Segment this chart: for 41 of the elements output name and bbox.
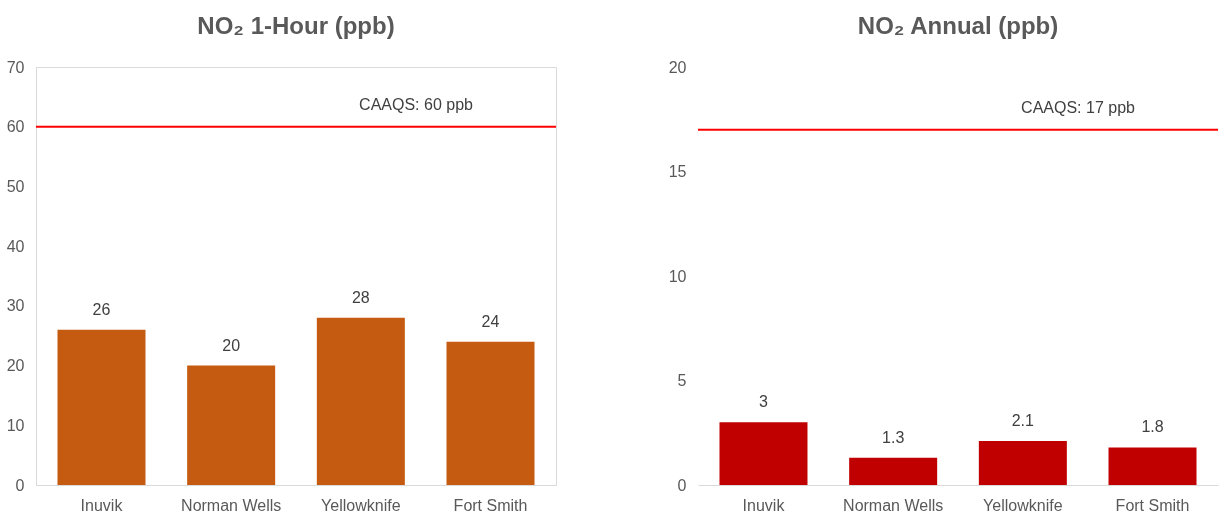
data-label: 24 xyxy=(481,312,500,330)
y-tick-label: 70 xyxy=(6,58,25,76)
ref-line-label: CAAQS: 17 ppb xyxy=(1021,98,1136,116)
x-tick-label: Inuvik xyxy=(80,496,124,514)
data-label: 1.3 xyxy=(882,428,905,446)
y-tick-label: 10 xyxy=(6,416,25,434)
y-tick-label: 15 xyxy=(668,163,687,180)
x-tick-label: Fort Smith xyxy=(453,496,528,514)
x-tick-label: Norman Wells xyxy=(843,496,944,514)
data-label: 20 xyxy=(222,336,241,354)
data-label: 1.8 xyxy=(1141,418,1164,436)
x-tick-label: Fort Smith xyxy=(1115,496,1190,514)
data-label: 3 xyxy=(759,393,769,411)
bar xyxy=(187,365,276,485)
data-label: 2.1 xyxy=(1011,412,1035,430)
bar xyxy=(978,441,1067,485)
ref-line-label: CAAQS: 60 ppb xyxy=(359,95,474,113)
bar xyxy=(446,341,535,485)
data-label: 28 xyxy=(351,288,370,306)
bar xyxy=(1108,447,1197,485)
y-tick-label: 50 xyxy=(6,177,25,195)
y-tick-label: 20 xyxy=(668,58,687,76)
y-tick-label: 0 xyxy=(15,476,25,494)
chart-title: NO₂ 1-Hour (ppb) xyxy=(197,12,395,39)
y-tick-label: 20 xyxy=(6,357,25,375)
y-tick-label: 10 xyxy=(668,267,687,285)
x-tick-label: Inuvik xyxy=(742,496,786,514)
bar xyxy=(849,457,938,485)
chart-title: NO₂ Annual (ppb) xyxy=(857,12,1059,39)
bar xyxy=(57,329,146,485)
data-label: 26 xyxy=(92,300,111,318)
y-tick-label: 40 xyxy=(6,237,25,255)
x-tick-label: Yellowknife xyxy=(321,496,401,514)
x-tick-label: Norman Wells xyxy=(181,496,282,514)
bar xyxy=(316,317,405,485)
y-tick-label: 5 xyxy=(677,372,687,389)
x-tick-label: Yellowknife xyxy=(983,496,1063,514)
y-tick-label: 30 xyxy=(6,297,25,315)
y-tick-label: 60 xyxy=(6,118,25,136)
y-tick-label: 0 xyxy=(677,476,687,494)
bar xyxy=(719,422,808,485)
